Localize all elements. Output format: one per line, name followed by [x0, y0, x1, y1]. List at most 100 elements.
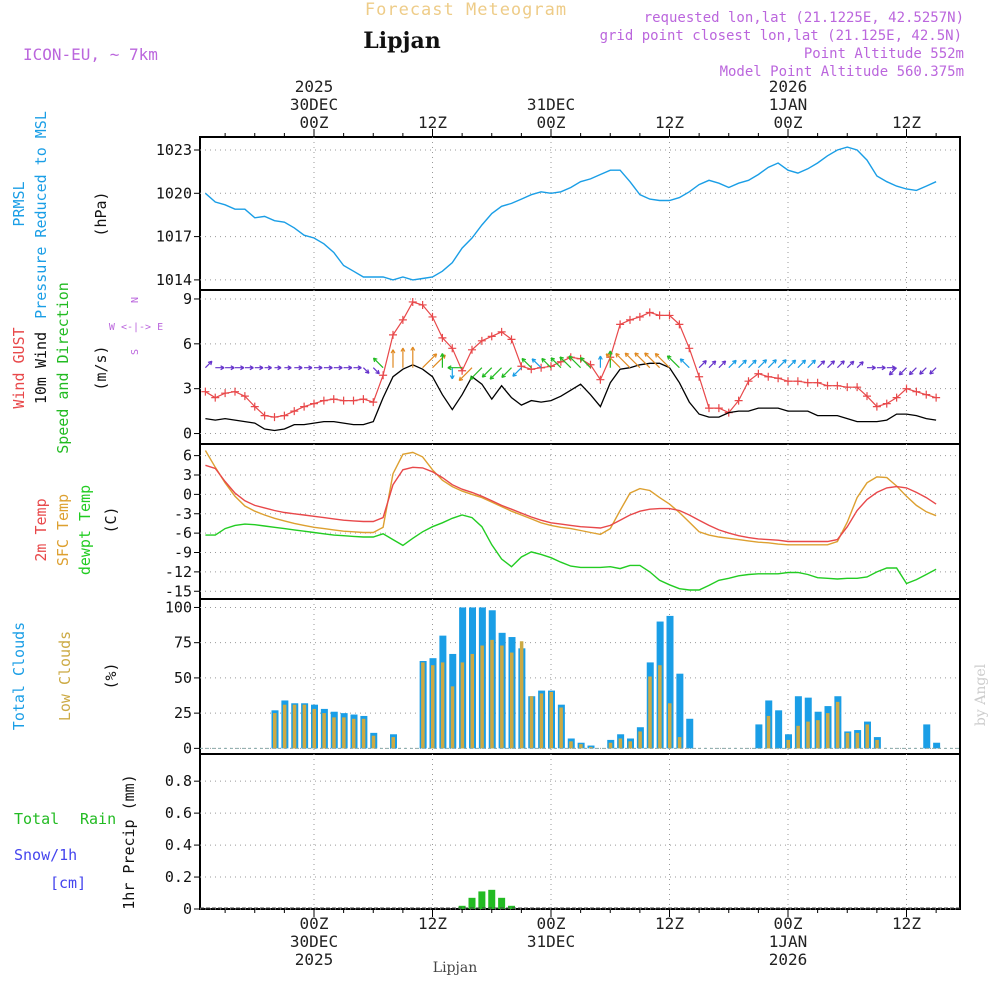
- gust-marker: [507, 335, 516, 344]
- low-cloud-bar: [845, 732, 850, 749]
- wind-direction-arrow: [254, 365, 264, 371]
- rain-bar: [508, 905, 515, 909]
- rain-bar: [458, 905, 466, 909]
- precip-total-label: Total: [14, 810, 59, 828]
- precip-unit: 1hr Precip (mm): [120, 774, 138, 909]
- low-cloud-bar: [796, 725, 800, 749]
- y-tick-label: -15: [165, 582, 192, 600]
- pressure-label-prmsl: PRMSL: [10, 181, 28, 226]
- y-tick-label: 0: [183, 425, 192, 443]
- low-cloud-bar: [835, 701, 840, 749]
- precip-bars: [200, 889, 960, 909]
- low-cloud-bar: [559, 707, 563, 749]
- wind-direction-arrow: [489, 367, 503, 380]
- total-cloud-bar: [666, 615, 674, 749]
- wind-direction-arrow: [333, 365, 343, 371]
- gust-marker: [290, 407, 299, 416]
- low-cloud-bar: [569, 741, 573, 749]
- wind-direction-arrow: [458, 367, 473, 382]
- low-cloud-bar: [460, 662, 465, 749]
- y-tick-labels: 10141017102010230369-15-12-9-6-303602550…: [156, 141, 192, 918]
- wind-direction-arrow: [204, 360, 213, 369]
- wind-direction-arrow: [807, 359, 816, 369]
- y-tick-label: -12: [165, 563, 192, 581]
- wind-direction-arrow: [644, 352, 661, 369]
- gust-marker: [339, 396, 348, 405]
- wind-direction-arrow: [605, 353, 621, 369]
- gust-marker: [872, 402, 881, 411]
- precip-snow-label: Snow/1h: [14, 846, 77, 864]
- wind-direction-arrow: [550, 357, 562, 369]
- wind-direction-arrow: [449, 367, 455, 380]
- wind-direction-arrow: [767, 359, 777, 369]
- temp-2m-line: [205, 464, 937, 543]
- wind-direction-arrow: [748, 359, 757, 369]
- bottom-time-label: 30DEC: [290, 932, 338, 951]
- gust-marker: [843, 383, 852, 392]
- gust-marker: [655, 311, 664, 320]
- y-tick-label: -3: [174, 505, 192, 523]
- wind-direction-arrow: [856, 361, 864, 369]
- low-cloud-bar: [638, 731, 642, 749]
- low-cloud-bar: [500, 645, 504, 749]
- gust-marker: [329, 395, 338, 404]
- top-time-label: 1JAN: [769, 95, 808, 114]
- gust-marker: [596, 375, 605, 384]
- low-cloud-bar: [816, 720, 820, 749]
- bottom-time-label: 31DEC: [527, 932, 575, 951]
- wind-direction-arrow: [929, 367, 937, 375]
- gust-marker: [714, 404, 723, 413]
- y-tick-label: 0.4: [165, 836, 192, 854]
- y-tick-label: 1020: [156, 184, 192, 202]
- gust-marker: [310, 399, 318, 408]
- gust-marker: [270, 413, 279, 422]
- wind-direction-arrow: [827, 360, 836, 369]
- wind-direction-arrow: [294, 365, 303, 371]
- gust-marker: [487, 332, 496, 341]
- pressure-line: [204, 146, 937, 281]
- top-time-label: 2026: [769, 77, 808, 96]
- total-cloud-bar: [933, 742, 941, 749]
- y-tick-label: 6: [183, 335, 192, 353]
- gust-marker: [803, 378, 812, 387]
- y-tick-label: 3: [183, 466, 192, 484]
- dewpt-line: [205, 514, 937, 591]
- low-cloud-bar: [618, 738, 623, 749]
- gust-marker: [626, 315, 634, 324]
- rain-bar: [478, 891, 486, 909]
- gust-marker: [734, 396, 743, 405]
- gust-marker: [695, 372, 704, 381]
- bottom-time-label: 1JAN: [769, 932, 808, 951]
- forecast-title: Forecast Meteogram: [365, 0, 567, 20]
- footer-station: Lipjan: [433, 960, 477, 976]
- rain-bar: [468, 897, 476, 909]
- low-cloud-bar: [440, 662, 445, 749]
- pressure-series: [204, 146, 937, 281]
- gust-marker: [211, 393, 220, 402]
- y-tick-label: 0.6: [165, 804, 192, 822]
- wind-direction-label: Speed and Direction: [54, 282, 72, 454]
- gust-marker: [823, 381, 832, 390]
- gust-marker: [863, 392, 871, 401]
- gust-marker: [438, 333, 447, 342]
- cloud-unit: (%): [102, 662, 120, 689]
- wind-direction-arrow: [568, 355, 582, 369]
- gust-marker: [685, 344, 694, 353]
- low-cloud-bar: [589, 746, 593, 749]
- gust-marker: [912, 387, 921, 396]
- wind-direction-arrow: [274, 365, 282, 371]
- wind-unit: (m/s): [92, 345, 110, 390]
- total-cloud-bar: [794, 696, 802, 749]
- gust-marker: [537, 363, 546, 372]
- compass-s: S: [130, 349, 141, 355]
- gust-marker: [359, 395, 368, 404]
- low-cloud-bar: [342, 717, 346, 749]
- bottom-time-label: 00Z: [537, 914, 566, 933]
- low-cloud-bar: [302, 704, 307, 749]
- gust-marker: [774, 374, 783, 383]
- low-cloud-bar: [421, 662, 425, 749]
- wind-direction-arrow: [787, 359, 797, 369]
- low-cloud-bar: [431, 665, 435, 749]
